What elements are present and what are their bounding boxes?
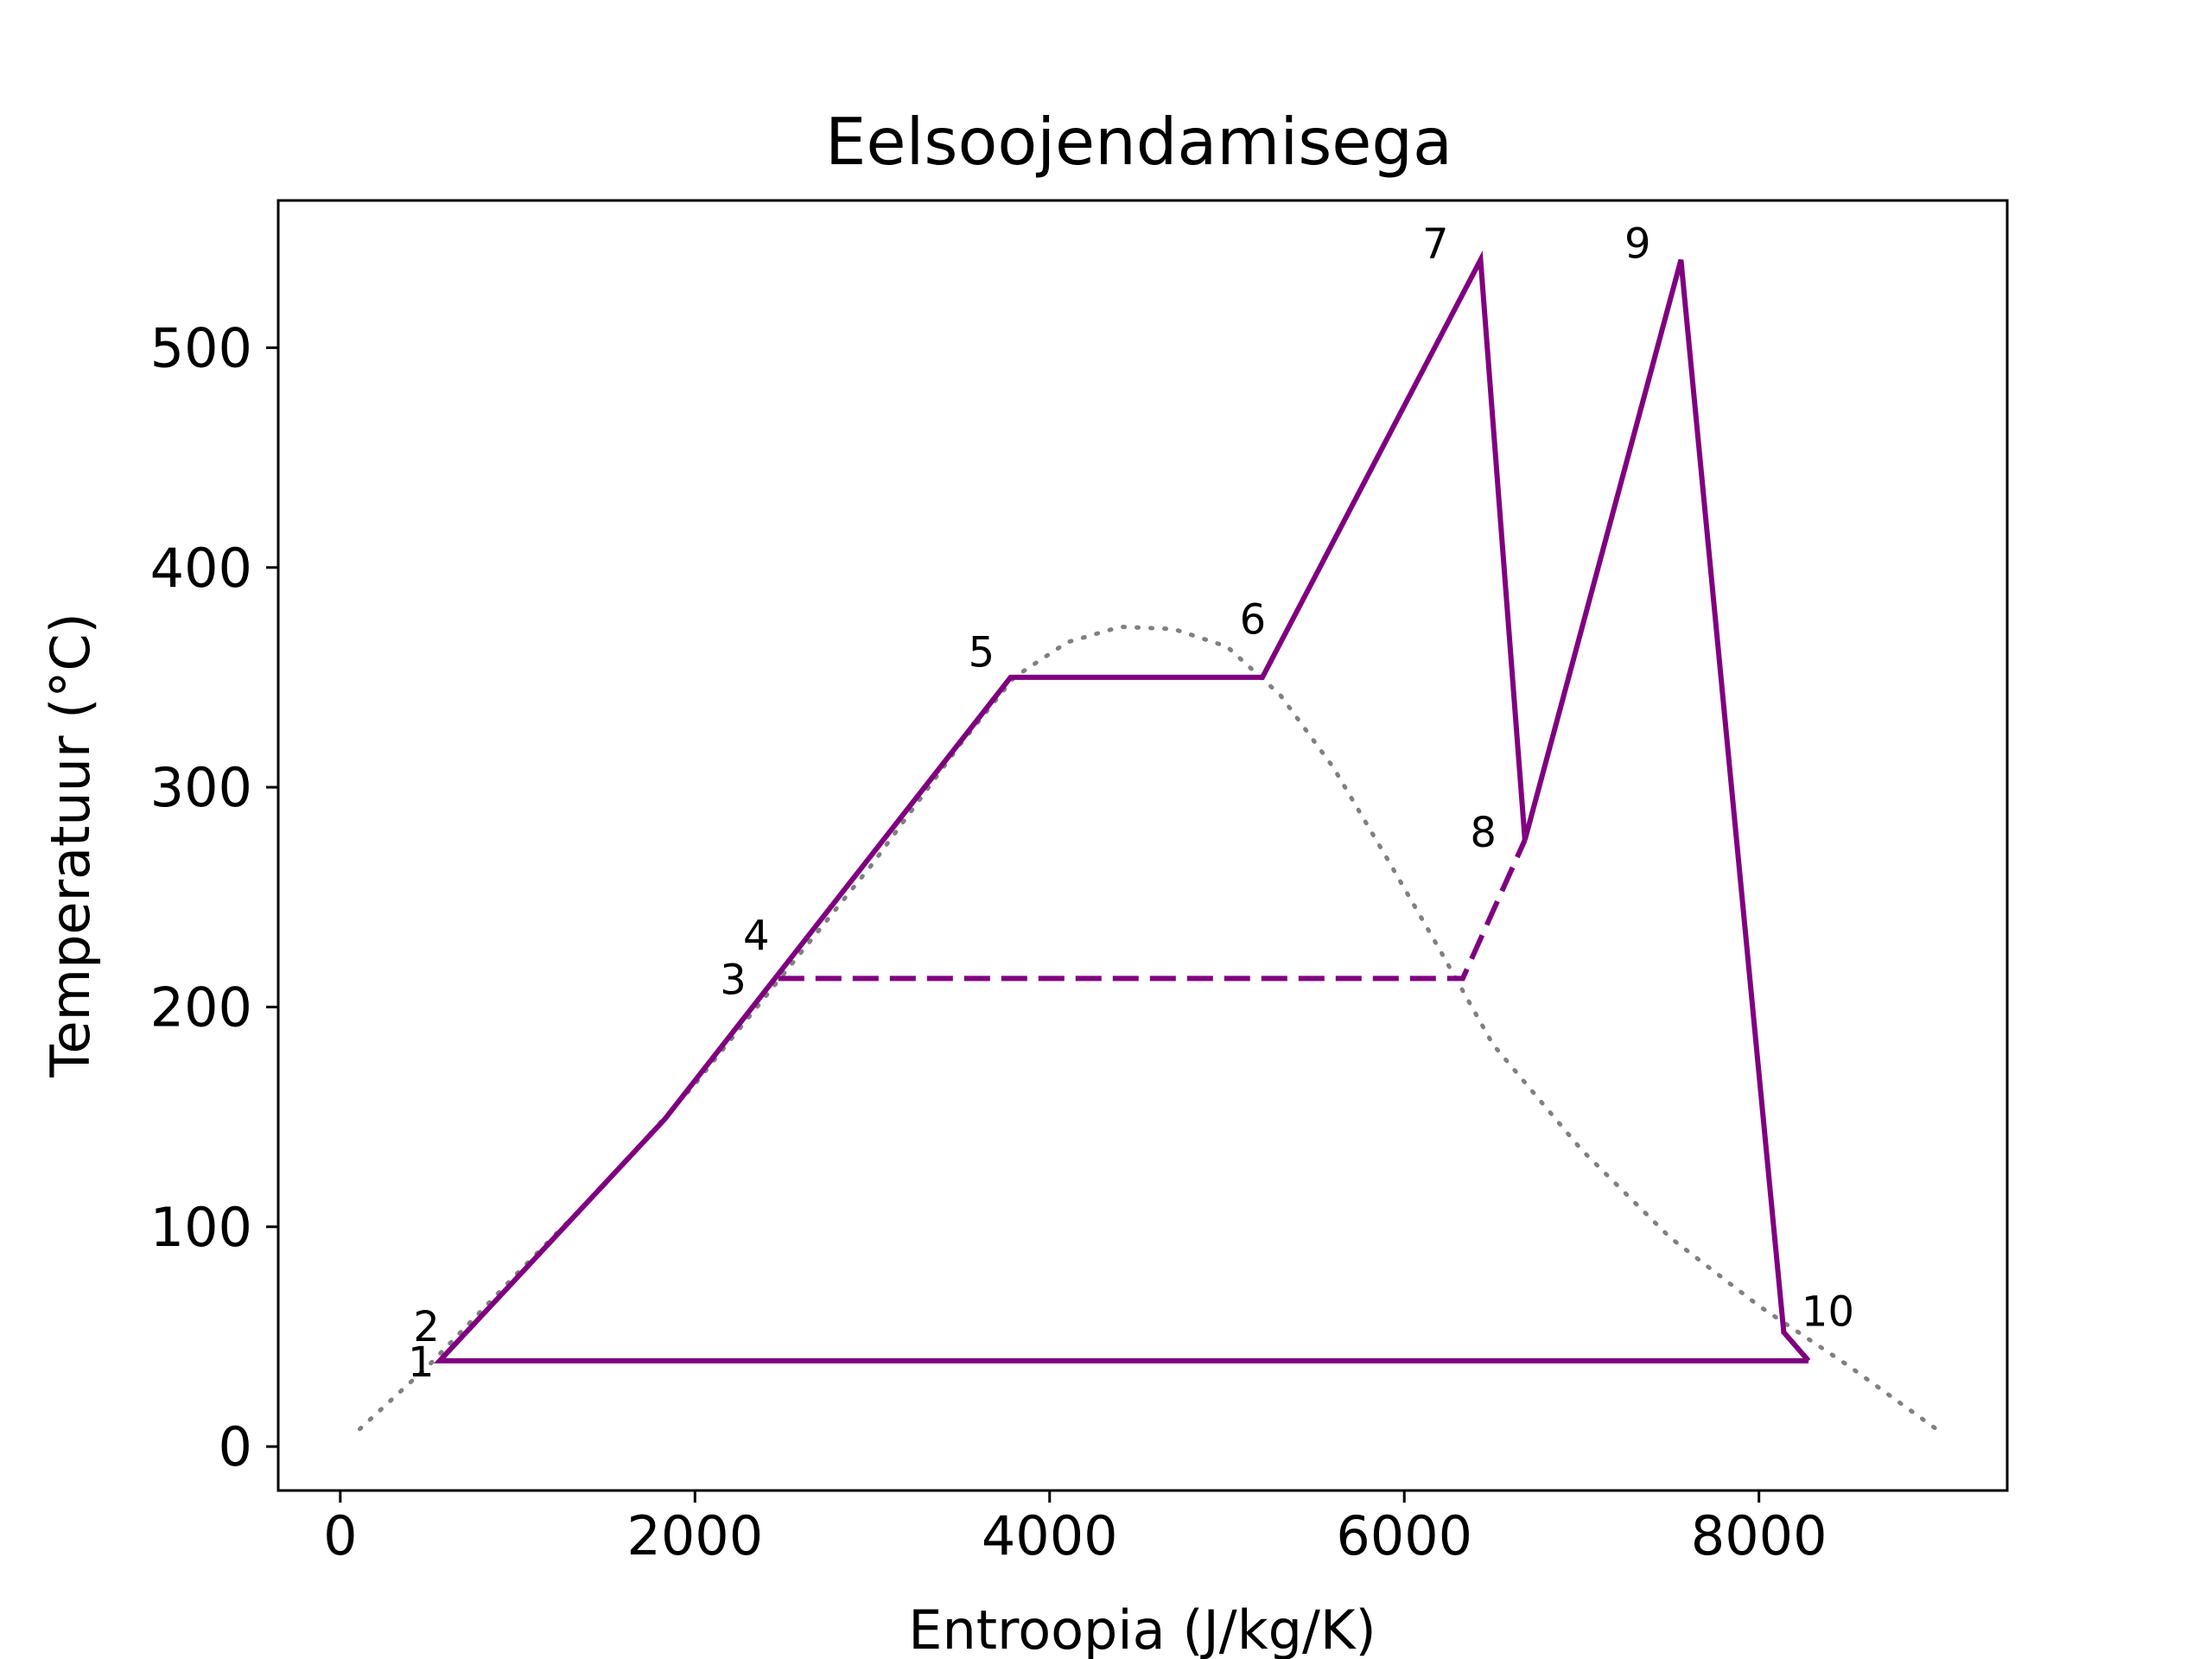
y-tick-label: 300 (150, 756, 252, 819)
x-tick-label: 0 (323, 1504, 357, 1567)
x-tick-label: 2000 (626, 1504, 763, 1567)
state-label-5: 5 (969, 628, 995, 677)
x-tick-label: 6000 (1336, 1504, 1472, 1567)
x-axis-label: Entroopia (J/kg/K) (908, 1599, 1376, 1659)
x-tick-label: 4000 (982, 1504, 1118, 1567)
chart-title: Eelsoojendamisega (825, 104, 1452, 180)
y-tick-label: 400 (150, 537, 252, 600)
y-tick-label: 500 (150, 316, 252, 379)
state-label-8: 8 (1470, 809, 1497, 857)
y-tick-label: 200 (150, 976, 252, 1039)
y-axis-label: Temperatuur (°C) (39, 613, 102, 1078)
state-label-3: 3 (720, 956, 747, 1004)
x-tick-label: 8000 (1691, 1504, 1827, 1567)
state-label-7: 7 (1422, 219, 1449, 268)
state-label-4: 4 (743, 912, 770, 961)
state-label-2: 2 (413, 1303, 440, 1351)
state-label-10: 10 (1802, 1287, 1854, 1336)
y-tick-label: 100 (150, 1196, 252, 1259)
state-label-6: 6 (1240, 595, 1267, 644)
state-label-9: 9 (1624, 219, 1651, 268)
y-tick-label: 0 (219, 1415, 252, 1478)
